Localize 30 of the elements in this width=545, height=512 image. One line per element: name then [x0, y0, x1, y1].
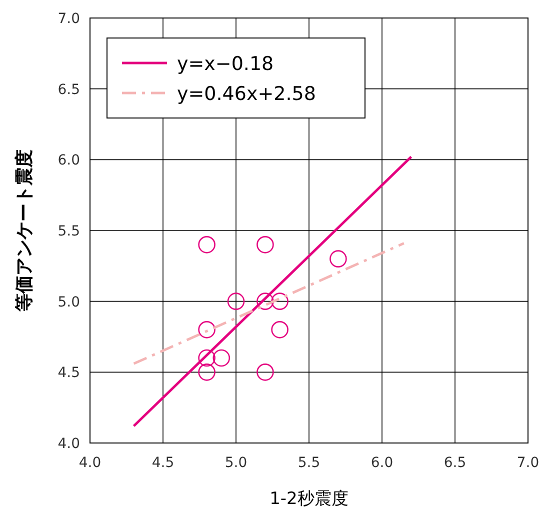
y-tick-label: 6.0 [58, 152, 80, 169]
point [256, 292, 274, 310]
point [198, 349, 216, 367]
x-tick-label: 5.5 [298, 455, 320, 471]
y-axis-title: 等価アンケート震度 [14, 150, 35, 312]
y-tick-label: 5.0 [58, 294, 80, 310]
point [198, 236, 216, 254]
point [256, 364, 274, 381]
point [256, 236, 274, 254]
point [227, 292, 245, 310]
y-tick-label: 6.5 [58, 82, 80, 98]
x-tick-label: 6.0 [370, 455, 394, 471]
point [271, 292, 288, 310]
y-tick-label: 5.5 [58, 224, 80, 240]
x-tick-label: 4.5 [152, 455, 174, 471]
legend-label: y=0.46x+2.58 [177, 83, 316, 105]
x-tick-label: 4.0 [78, 455, 102, 471]
point [198, 321, 216, 338]
x-axis-title: 1-2秒震度 [270, 489, 348, 509]
legend-label: y=x−0.18 [177, 53, 274, 75]
y-tick-label: 4.5 [58, 365, 80, 382]
y-tick-label: 4.0 [58, 436, 80, 452]
point [212, 349, 230, 367]
x-tick-label: 6.5 [444, 455, 466, 471]
point [271, 321, 288, 338]
y-tick-label: 7.0 [58, 11, 80, 27]
x-tick-label: 7.0 [516, 455, 540, 471]
x-tick-label: 5.0 [224, 455, 248, 471]
point [330, 250, 347, 268]
point [198, 364, 216, 381]
